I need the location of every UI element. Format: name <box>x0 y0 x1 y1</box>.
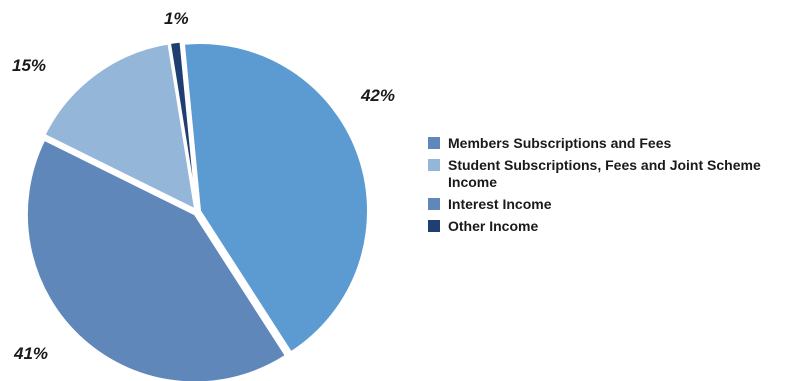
slice-interest-label: 41% <box>13 344 48 363</box>
slice-members-label: 42% <box>360 86 395 105</box>
legend-swatch <box>428 198 440 210</box>
legend-label: Other Income <box>448 218 539 234</box>
legend-item-student: Student Subscriptions, Fees and Joint Sc… <box>428 157 808 191</box>
legend-item-interest: Interest Income <box>428 196 808 213</box>
legend-item-members: Members Subscriptions and Fees <box>428 135 808 152</box>
pie-slices <box>25 40 369 381</box>
slice-student-label: 15% <box>12 56 46 75</box>
slice-other-label: 1% <box>164 9 189 28</box>
slice-other <box>168 40 198 209</box>
legend-item-other: Other Income <box>428 218 808 235</box>
legend-swatch <box>428 159 440 171</box>
legend-label: Interest Income <box>448 196 552 212</box>
slice-interest <box>25 138 288 381</box>
legend-label: Members Subscriptions and Fees <box>448 135 672 151</box>
legend-swatch <box>428 220 440 232</box>
slice-student <box>43 42 197 212</box>
slice-members <box>182 42 369 354</box>
pie-value-labels: 42% 41% 15% 1% <box>12 9 395 363</box>
legend-label: Student Subscriptions, Fees and Joint Sc… <box>448 157 761 190</box>
pie-chart: 42% 41% 15% 1% <box>12 9 395 381</box>
legend-swatch <box>428 137 440 149</box>
chart-legend: Members Subscriptions and Fees Student S… <box>428 135 808 240</box>
